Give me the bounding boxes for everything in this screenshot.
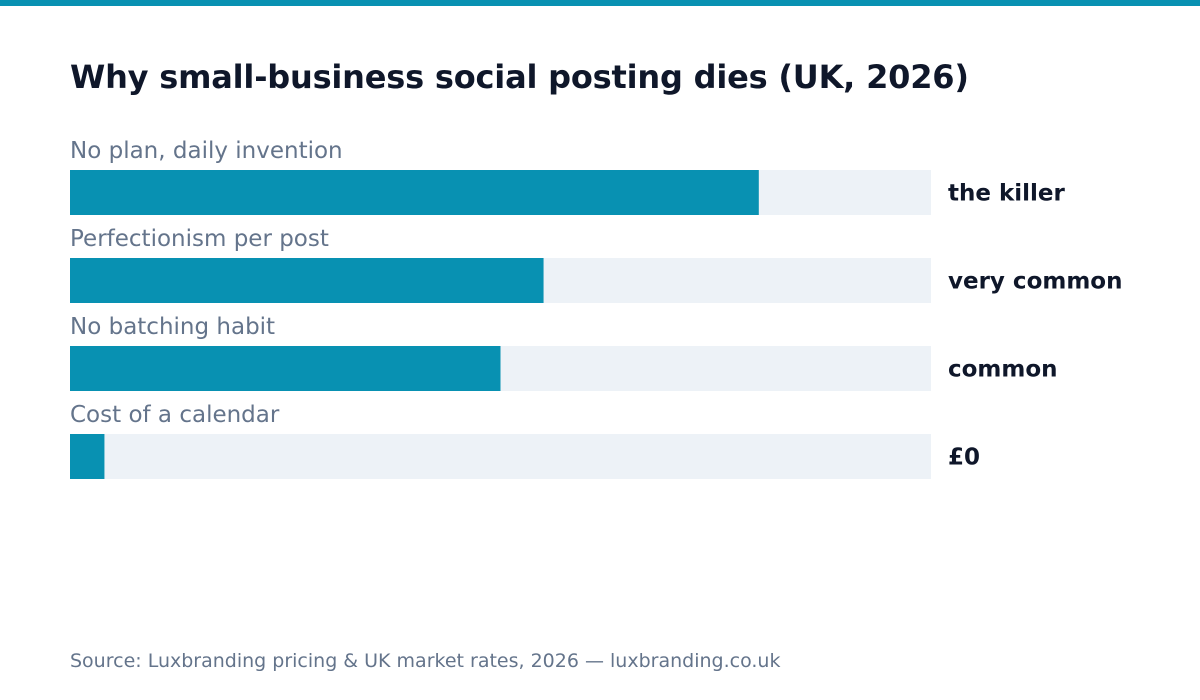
bar xyxy=(70,346,501,391)
value-label: very common xyxy=(948,269,1122,295)
bar xyxy=(70,258,544,303)
value-label: common xyxy=(948,357,1058,383)
bar xyxy=(70,170,759,215)
chart-title: Why small-business social posting dies (… xyxy=(70,58,969,96)
top-accent-rule xyxy=(0,0,1200,6)
value-label: the killer xyxy=(948,181,1066,207)
category-label: No batching habit xyxy=(70,314,275,340)
category-label: Perfectionism per post xyxy=(70,226,329,252)
category-label: Cost of a calendar xyxy=(70,402,280,428)
category-label: No plan, daily invention xyxy=(70,138,343,164)
bar xyxy=(70,434,105,479)
bar-track xyxy=(70,434,931,479)
value-label: £0 xyxy=(948,445,980,471)
source-note: Source: Luxbranding pricing & UK market … xyxy=(70,650,781,672)
